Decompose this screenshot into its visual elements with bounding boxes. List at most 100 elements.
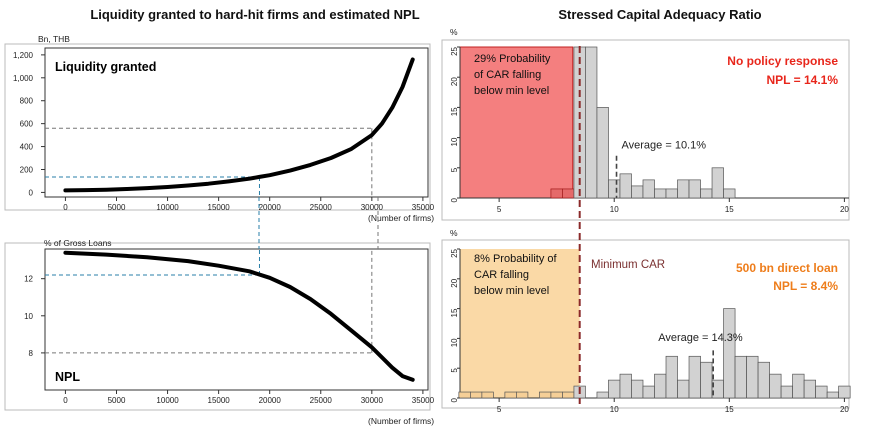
direct-loan-prob-line-2: CAR falling (474, 269, 529, 281)
liquidity-ytick-label: 0 (29, 188, 34, 197)
liquidity-xtick-label: 35000 (412, 203, 435, 212)
car_direct_loan-ytick-label: 5 (450, 368, 459, 373)
car_no_policy-ytick-label: 5 (450, 167, 459, 172)
npl-xtick-label: 5000 (108, 396, 126, 405)
car_direct_loan-bar (550, 391, 563, 399)
car_no_policy-bar (550, 188, 563, 199)
car_no_policy-ytick-label: 10 (450, 137, 459, 146)
npl-ytick-label: 12 (24, 275, 33, 284)
car_direct_loan-bar (746, 355, 759, 399)
car_direct_loan-bar (481, 391, 494, 399)
car_no_policy-xtick-label: 10 (610, 205, 619, 214)
liquidity-xtick-label: 15000 (208, 203, 231, 212)
liquidity-ylabel: Bn, THB (38, 34, 70, 44)
car_no_policy-bar (608, 179, 621, 199)
npl-ytick-label: 10 (24, 312, 33, 321)
npl-xtick-label: 35000 (412, 396, 435, 405)
liquidity-ytick-label: 600 (20, 120, 34, 129)
no-policy-ylabel: % (450, 27, 458, 37)
liquidity-ytick-label: 1,000 (13, 74, 34, 83)
car_direct_loan-bar (700, 361, 713, 399)
car_direct_loan-xtick-label: 5 (497, 405, 502, 414)
liquidity-ytick-label: 400 (20, 143, 34, 152)
car_no_policy-ytick-label: 15 (450, 107, 459, 116)
npl-ylabel: % of Gross Loans (44, 238, 112, 248)
car_no_policy-xtick-label: 20 (840, 205, 849, 214)
car_no_policy-bar (711, 167, 724, 199)
car_direct_loan-bar (631, 379, 644, 399)
no-policy-prob-line-3: below min level (474, 85, 549, 97)
npl-frame (4, 242, 431, 411)
npl-chart: % of Gross Loans NPL (Number of firms) 0… (4, 238, 435, 426)
liquidity-series-line (63, 57, 415, 193)
direct-loan-shaded-region (460, 249, 580, 398)
liquidity-xlabel: (Number of firms) (368, 213, 434, 223)
car_no_policy-average-label: Average = 10.1% (622, 139, 707, 151)
car_direct_loan-bar (562, 391, 575, 399)
direct-loan-prob-line-1: 8% Probability of (474, 253, 557, 265)
car-no-policy-chart: % 5 10 15 20 0 5 10 15 20 25 Average = 10.1% 29% P… (441, 27, 850, 221)
npl-xtick-label: 0 (63, 396, 68, 405)
car_direct_loan-bar (734, 355, 747, 399)
car_direct_loan-bar (838, 385, 851, 399)
car_direct_loan-bar (654, 373, 667, 399)
no-policy-prob-line-2: of CAR falling (474, 69, 541, 81)
car_direct_loan-bar (792, 373, 805, 399)
car_no_policy-bar (677, 179, 690, 199)
npl-xtick-label: 10000 (156, 396, 179, 405)
car_no_policy-bar (665, 188, 678, 199)
min-car-label: Minimum CAR (591, 259, 665, 271)
car_direct_loan-bar (458, 391, 471, 399)
direct-loan-npl: NPL = 8.4% (773, 279, 838, 293)
npl-ytick-label: 8 (29, 349, 34, 358)
car_direct_loan-ytick-label: 20 (450, 278, 459, 287)
car_no_policy-bar (631, 185, 644, 199)
liquidity-plot-box (44, 47, 429, 198)
npl-xtick-label: 20000 (259, 396, 282, 405)
npl-xtick-label: 30000 (361, 396, 384, 405)
liquidity-ytick-label: 200 (20, 165, 34, 174)
car_direct_loan-ytick-label: 25 (450, 248, 459, 257)
car_direct_loan-xtick-label: 15 (725, 405, 734, 414)
npl-panel-label: NPL (55, 370, 80, 384)
car_no_policy-ytick-label: 0 (450, 197, 459, 202)
car_direct_loan-bar (504, 391, 517, 399)
car_direct_loan-bar (608, 379, 621, 399)
direct-loan-scenario: 500 bn direct loan (736, 261, 838, 275)
car_direct_loan-bar (815, 385, 828, 399)
car_direct_loan-bar (803, 379, 816, 399)
liquidity-panel-label: Liquidity granted (55, 60, 156, 74)
liquidity-xtick-label: 5000 (108, 203, 126, 212)
car-direct-loan-frame (441, 239, 850, 409)
npl-plot-box (44, 248, 429, 391)
car_direct_loan-average-label: Average = 14.3% (658, 332, 743, 344)
no-policy-prob-line-1: 29% Probability (474, 53, 551, 65)
npl-xtick-label: 25000 (310, 396, 333, 405)
no-policy-npl: NPL = 14.1% (767, 73, 839, 87)
car_no_policy-ytick-label: 25 (450, 46, 459, 55)
car_direct_loan-bar (723, 308, 736, 399)
npl-xtick-label: 15000 (208, 396, 231, 405)
car_no_policy-bar (585, 46, 598, 199)
liquidity-chart: Bn, THB Liquidity granted (Number of fir… (4, 34, 435, 223)
car_direct_loan-bar (757, 361, 770, 399)
car_direct_loan-xtick-label: 10 (610, 405, 619, 414)
car_direct_loan-bar (826, 391, 839, 399)
car_direct_loan-bar (470, 391, 483, 399)
liquidity-ytick-label: 800 (20, 97, 34, 106)
npl-xlabel: (Number of firms) (368, 416, 434, 426)
liquidity-xtick-label: 20000 (259, 203, 282, 212)
car_direct_loan-bar (688, 355, 701, 399)
car_direct_loan-xtick-label: 20 (840, 405, 849, 414)
car_direct_loan-bar (769, 373, 782, 399)
car_no_policy-bar (619, 173, 632, 199)
car_direct_loan-bar (539, 391, 552, 399)
liquidity-xtick-label: 30000 (361, 203, 384, 212)
right-title: Stressed Capital Adequacy Ratio (558, 7, 761, 22)
liquidity-frame (4, 43, 431, 211)
npl-series-line (63, 250, 415, 382)
car_no_policy-bar (642, 179, 655, 199)
no-policy-scenario: No policy response (727, 54, 838, 68)
direct-loan-prob-line-3: below min level (474, 285, 549, 297)
